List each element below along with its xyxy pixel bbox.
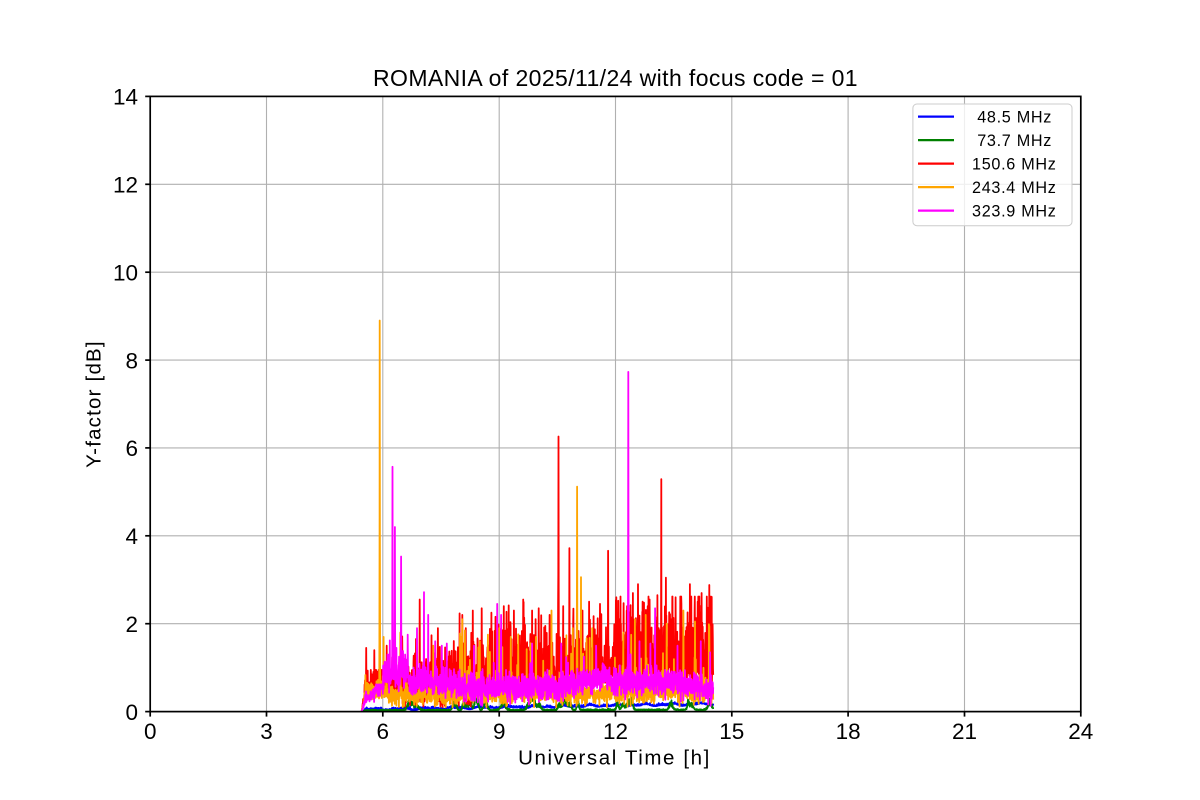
svg-text:0: 0 <box>125 700 138 725</box>
svg-text:0: 0 <box>144 719 157 744</box>
svg-text:2: 2 <box>125 612 138 637</box>
svg-text:6: 6 <box>125 436 138 461</box>
svg-text:243.4 MHz: 243.4 MHz <box>972 179 1057 197</box>
svg-text:14: 14 <box>113 85 138 110</box>
svg-text:4: 4 <box>125 524 138 549</box>
svg-text:12: 12 <box>603 719 628 744</box>
svg-text:9: 9 <box>493 719 506 744</box>
svg-text:24: 24 <box>1068 719 1093 744</box>
svg-text:48.5 MHz: 48.5 MHz <box>972 108 1052 126</box>
svg-text:21: 21 <box>952 719 977 744</box>
svg-text:12: 12 <box>113 173 138 198</box>
svg-text:323.9 MHz: 323.9 MHz <box>972 202 1057 220</box>
svg-text:10: 10 <box>113 260 138 285</box>
svg-text:150.6 MHz: 150.6 MHz <box>972 155 1057 173</box>
svg-text:ROMANIA of 2025/11/24 with foc: ROMANIA of 2025/11/24 with focus code = … <box>373 65 858 91</box>
svg-text:15: 15 <box>719 719 744 744</box>
svg-text:18: 18 <box>836 719 861 744</box>
svg-text:Y-factor [dB]: Y-factor [dB] <box>83 340 106 468</box>
svg-text:Universal Time [h]: Universal Time [h] <box>518 747 711 770</box>
svg-text:8: 8 <box>125 348 138 373</box>
svg-text:6: 6 <box>377 719 390 744</box>
svg-text:73.7 MHz: 73.7 MHz <box>972 132 1052 150</box>
svg-text:3: 3 <box>260 719 273 744</box>
